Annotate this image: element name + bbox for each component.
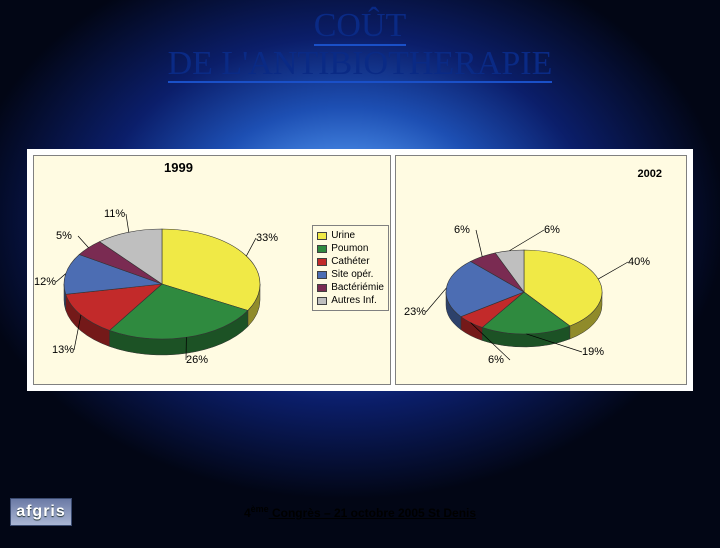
slice-label: 19% bbox=[582, 346, 604, 358]
legend-label: Site opér. bbox=[331, 268, 373, 281]
slide-title: COÛT DE L'ANTIBIOTHERAPIE bbox=[110, 8, 610, 83]
slice-label: 6% bbox=[454, 224, 470, 236]
slice-label: 13% bbox=[52, 344, 74, 356]
legend-swatch bbox=[317, 232, 327, 240]
slice-label: 11% bbox=[104, 208, 125, 220]
footer-ordsuf: ème bbox=[251, 504, 269, 514]
legend-item: Cathéter bbox=[317, 255, 384, 268]
legend-label: Cathéter bbox=[331, 255, 369, 268]
legend-swatch bbox=[317, 271, 327, 279]
slice-label: 33% bbox=[256, 232, 278, 244]
legend-label: Autres Inf. bbox=[331, 294, 377, 307]
slice-label: 6% bbox=[544, 224, 560, 236]
legend-swatch bbox=[317, 284, 327, 292]
slice-label: 26% bbox=[186, 354, 208, 366]
legend-label: Bactériémie bbox=[331, 281, 384, 294]
chart-panel-2002: 2002 40%19%6%23%6%6% bbox=[395, 155, 687, 385]
legend-label: Urine bbox=[331, 229, 355, 242]
footer: 4ème Congrès – 21 octobre 2005 St Denis bbox=[0, 504, 720, 522]
slice-label: 40% bbox=[628, 256, 650, 268]
slice-label: 6% bbox=[488, 354, 504, 366]
charts-container: 1999 33%26%13%12%5%11% UrinePoumonCathét… bbox=[27, 149, 693, 391]
legend-label: Poumon bbox=[331, 242, 368, 255]
legend-item: Urine bbox=[317, 229, 384, 242]
chart-2002: 2002 40%19%6%23%6%6% bbox=[395, 155, 687, 385]
title-line1: COÛT bbox=[314, 8, 407, 46]
chart-panel-1999: 1999 33%26%13%12%5%11% UrinePoumonCathét… bbox=[33, 155, 391, 385]
chart-legend: UrinePoumonCathéterSite opér.Bactériémie… bbox=[312, 225, 389, 311]
legend-item: Poumon bbox=[317, 242, 384, 255]
legend-swatch bbox=[317, 245, 327, 253]
legend-item: Autres Inf. bbox=[317, 294, 384, 307]
slice-label: 12% bbox=[34, 276, 56, 288]
legend-swatch bbox=[317, 258, 327, 266]
legend-swatch bbox=[317, 297, 327, 305]
legend-item: Site opér. bbox=[317, 268, 384, 281]
footer-rest: Congrès – 21 octobre 2005 St Denis bbox=[269, 506, 476, 520]
slice-label: 5% bbox=[56, 230, 72, 242]
legend-item: Bactériémie bbox=[317, 281, 384, 294]
footer-text: 4ème Congrès – 21 octobre 2005 St Denis bbox=[244, 506, 476, 520]
title-line2: DE L'ANTIBIOTHERAPIE bbox=[168, 46, 553, 84]
footer-ordnum: 4 bbox=[244, 506, 251, 520]
slice-label: 23% bbox=[404, 306, 426, 318]
